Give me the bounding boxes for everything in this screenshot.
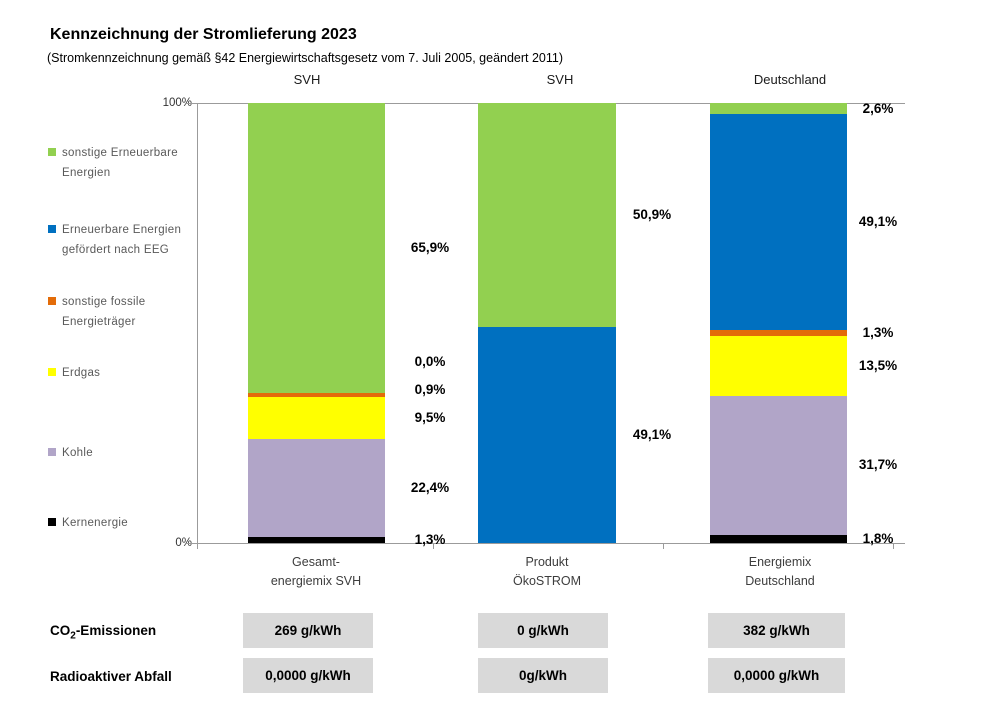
x-axis-line — [185, 543, 905, 544]
legend-item-kohle: Kohle — [48, 443, 213, 463]
axis-tick — [663, 544, 664, 549]
legend-swatch — [48, 368, 56, 376]
legend-swatch — [48, 148, 56, 156]
legend-swatch — [48, 448, 56, 456]
radioactive-value-box-1: 0,0000 g/kWh — [243, 658, 373, 693]
bar-2 — [478, 103, 616, 543]
legend-item-sonstige-fossile: sonstige fossile Energieträger — [48, 292, 213, 332]
segment-value-label: 0,0% — [414, 353, 446, 369]
co2-label-main: CO — [50, 623, 71, 638]
segment-sonstige_ee — [248, 103, 385, 393]
bar-1 — [248, 103, 385, 543]
axis-tick — [893, 544, 894, 549]
segment-value-label: 65,9% — [410, 239, 450, 255]
co2-row-label: CO2-Emissionen — [50, 623, 156, 642]
segment-kohle — [710, 395, 847, 536]
segment-value-label: 31,7% — [858, 457, 898, 473]
segment-sonstige_ee — [478, 103, 616, 327]
page-subtitle: (Stromkennzeichnung gemäß §42 Energiewir… — [47, 51, 564, 65]
segment-value-label: 0,9% — [414, 381, 446, 397]
y-axis-label-100: 100% — [162, 97, 192, 109]
group-header-deutschland: Deutschland — [753, 72, 827, 87]
axis-tick — [433, 544, 434, 549]
bar-3 — [710, 103, 847, 543]
segment-value-label: 1,3% — [414, 532, 446, 548]
co2-label-rest: -Emissionen — [75, 623, 157, 638]
segment-value-label: 1,3% — [862, 325, 894, 341]
category-label-1: Gesamt- energiemix SVH — [270, 555, 362, 588]
legend-item-label: Erdgas — [62, 367, 101, 379]
legend-swatch — [48, 225, 56, 233]
segment-value-label: 49,1% — [858, 214, 898, 230]
legend-item-label: Kernenergie — [62, 517, 128, 529]
segment-value-label: 22,4% — [410, 480, 450, 495]
bar-labels-3: 1,8% 31,7% 13,5% 1,3% 49,1% 2,6% — [838, 100, 918, 546]
co2-value-box-3: 382 g/kWh — [708, 613, 845, 648]
bar-labels-1: 1,3% 22,4% 9,5% 0,9% 0,0% 65,9% — [390, 103, 470, 547]
y-axis-line — [197, 103, 198, 544]
segment-value-label: 2,6% — [862, 100, 894, 116]
legend-item-label: Erneuerbare Energien gefördert nach EEG — [62, 224, 182, 256]
segment-value-label: 50,9% — [632, 206, 672, 222]
segment-kohle — [248, 438, 385, 538]
y-axis-label-0: 0% — [175, 537, 192, 549]
bar-labels-2: 49,1% 50,9% — [612, 103, 692, 543]
segment-erdgas — [710, 336, 847, 396]
segment-fossile — [248, 392, 385, 397]
segment-kernenergie — [710, 535, 847, 543]
segment-fossile — [710, 330, 847, 337]
legend-item-label: sonstige fossile Energieträger — [62, 296, 146, 328]
legend-swatch — [48, 297, 56, 305]
category-label-2: Produkt ÖkoSTROM — [512, 555, 582, 588]
group-header-svh-2: SVH — [546, 72, 574, 87]
radioactive-value-box-2: 0g/kWh — [478, 658, 608, 693]
co2-value-box-1: 269 g/kWh — [243, 613, 373, 648]
legend-item-erdgas: Erdgas — [48, 363, 213, 383]
legend-item-sonstige-erneuerbare: sonstige Erneuerbare Energien — [48, 143, 213, 183]
legend-item-kernenergie: Kernenergie — [48, 513, 213, 533]
legend-item-label: sonstige Erneuerbare Energien — [62, 147, 178, 179]
co2-value-box-2: 0 g/kWh — [478, 613, 608, 648]
segment-value-label: 13,5% — [858, 357, 898, 373]
segment-sonstige_ee — [710, 103, 847, 115]
segment-value-label: 1,8% — [862, 531, 894, 547]
axis-tick — [197, 544, 198, 549]
radioactive-value-box-3: 0,0000 g/kWh — [708, 658, 845, 693]
co2-subscript: 2 — [70, 630, 76, 642]
segment-kernenergie — [248, 537, 385, 543]
group-header-svh-1: SVH — [293, 72, 321, 87]
legend-item-label: Kohle — [62, 447, 93, 459]
page-title: Kennzeichnung der Stromlieferung 2023 — [50, 26, 357, 43]
segment-eeg — [478, 326, 616, 543]
chart-plot: 1,3% 22,4% 9,5% 0,9% 0,0% 65,9% 49,1% 50,9% 1,… — [197, 101, 905, 547]
legend-swatch — [48, 518, 56, 526]
segment-value-label: 49,1% — [632, 426, 672, 442]
category-label-3: Energiemix Deutschland — [745, 555, 815, 588]
legend-item-eeg: Erneuerbare Energien gefördert nach EEG — [48, 220, 213, 260]
segment-eeg — [710, 114, 847, 331]
segment-erdgas — [248, 396, 385, 439]
radioactive-row-label: Radioaktiver Abfall — [50, 669, 172, 684]
segment-value-label: 9,5% — [414, 409, 446, 425]
